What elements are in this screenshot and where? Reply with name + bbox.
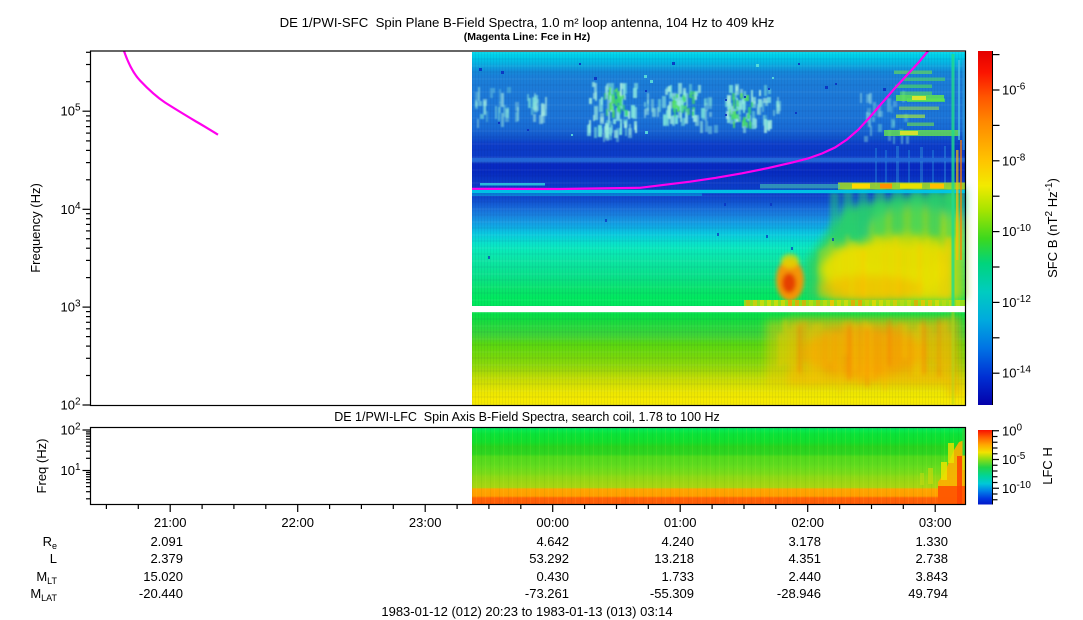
svg-text:-73.261: -73.261 [525,586,569,601]
svg-text:1.330: 1.330 [915,534,948,549]
svg-text:2.440: 2.440 [788,569,821,584]
svg-text:01:00: 01:00 [664,515,697,530]
svg-text:23:00: 23:00 [409,515,442,530]
svg-text:-55.309: -55.309 [650,586,694,601]
svg-text:13.218: 13.218 [654,551,694,566]
svg-text:10-5: 10-5 [1002,451,1026,467]
svg-text:4.642: 4.642 [536,534,569,549]
svg-text:SFC B (nT2 Hz-1): SFC B (nT2 Hz-1) [1044,178,1060,278]
svg-text:53.292: 53.292 [529,551,569,566]
svg-text:22:00: 22:00 [281,515,314,530]
svg-text:DE 1/PWI-SFC Spin Plane B-Fie: DE 1/PWI-SFC Spin Plane B-Field Spectra,… [280,15,775,30]
svg-text:10-10: 10-10 [1002,223,1031,239]
svg-text:1.733: 1.733 [661,569,694,584]
svg-text:15.020: 15.020 [143,569,183,584]
svg-text:3.843: 3.843 [915,569,948,584]
svg-text:2.738: 2.738 [915,551,948,566]
svg-text:Re: Re [43,534,57,551]
svg-text:MLT: MLT [36,569,57,586]
svg-text:100: 100 [1002,422,1022,438]
svg-text:4.240: 4.240 [661,534,694,549]
svg-text:2.379: 2.379 [150,551,183,566]
svg-text:10-10: 10-10 [1002,480,1031,496]
svg-text:Frequency (Hz): Frequency (Hz) [28,183,43,273]
svg-text:102: 102 [60,397,80,413]
svg-text:L: L [50,551,57,566]
svg-text:-28.946: -28.946 [777,586,821,601]
svg-text:Freq (Hz): Freq (Hz) [34,439,49,494]
svg-text:10-14: 10-14 [1002,365,1031,381]
svg-text:103: 103 [60,299,80,315]
svg-text:105: 105 [60,103,80,119]
svg-text:1983-01-12 (012) 20:23 to 1983: 1983-01-12 (012) 20:23 to 1983-01-13 (01… [381,604,672,619]
svg-text:104: 104 [60,201,80,217]
svg-text:102: 102 [60,422,80,438]
svg-text:DE 1/PWI-LFC Spin Axis B-Fiel: DE 1/PWI-LFC Spin Axis B-Field Spectra, … [334,410,720,424]
svg-text:0.430: 0.430 [536,569,569,584]
svg-text:-20.440: -20.440 [139,586,183,601]
svg-text:10-6: 10-6 [1002,82,1026,98]
svg-text:MLAT: MLAT [30,586,57,603]
svg-text:4.351: 4.351 [788,551,821,566]
svg-text:49.794: 49.794 [908,586,948,601]
svg-text:2.091: 2.091 [150,534,183,549]
svg-text:03:00: 03:00 [919,515,952,530]
svg-text:10-8: 10-8 [1002,152,1026,168]
svg-text:10-12: 10-12 [1002,294,1031,310]
svg-text:00:00: 00:00 [536,515,569,530]
svg-text:101: 101 [60,462,80,478]
svg-text:3.178: 3.178 [788,534,821,549]
svg-text:21:00: 21:00 [154,515,187,530]
svg-text:02:00: 02:00 [791,515,824,530]
svg-text:LFC H: LFC H [1040,447,1055,485]
svg-text:(Magenta Line: Fce in Hz): (Magenta Line: Fce in Hz) [464,31,591,43]
